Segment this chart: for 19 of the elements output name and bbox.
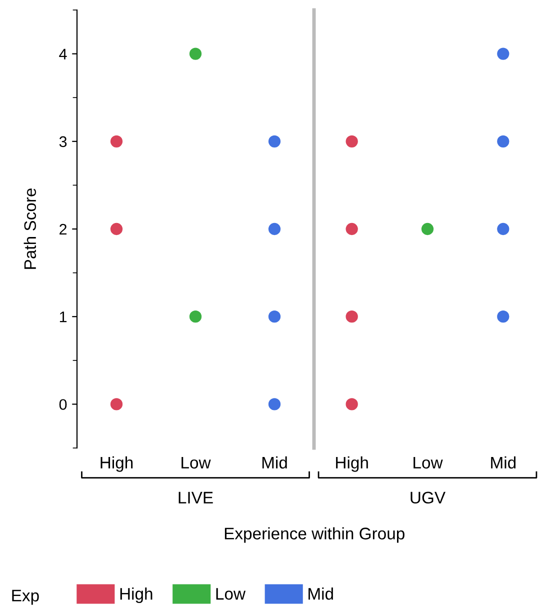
- x-axis-title: LIVE: [178, 492, 213, 504]
- x-tick-label: Low: [414, 456, 443, 469]
- legend-label: Low: [216, 588, 246, 600]
- legend-label: Mid: [308, 587, 333, 600]
- x-tick-label: Low: [182, 456, 211, 469]
- x-tick-label: High: [336, 456, 368, 472]
- x-tick-label: Mid: [262, 456, 287, 469]
- y-tick-label: 3: [59, 136, 67, 148]
- text: Experience within Group: [224, 527, 404, 543]
- y-axis-title: Path Score: [24, 188, 36, 269]
- y-tick-label: 1: [60, 312, 67, 322]
- x-tick-label: High: [100, 456, 133, 472]
- x-tick-label: Mid: [491, 456, 516, 469]
- x-axis-title: UGV: [410, 492, 446, 504]
- y-tick-label: 2: [60, 224, 67, 235]
- legend-label: High: [120, 587, 152, 604]
- legend-title: Exp: [12, 590, 39, 605]
- y-tick-label: 4: [59, 48, 67, 60]
- y-tick-label: 0: [59, 399, 67, 410]
